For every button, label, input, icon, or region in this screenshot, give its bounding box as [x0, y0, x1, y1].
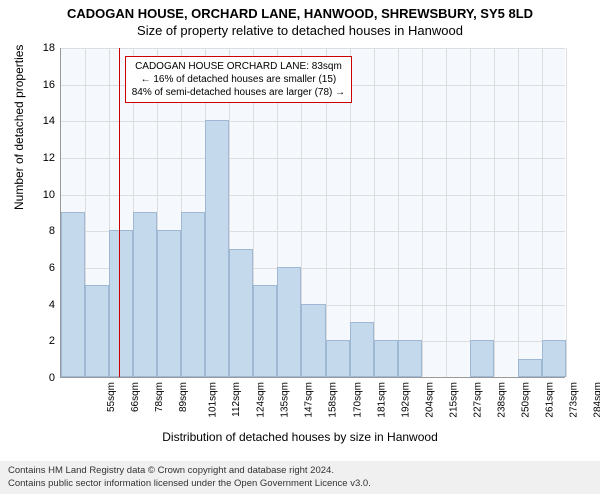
x-tick-label: 250sqm — [520, 382, 531, 418]
x-tick-label: 238sqm — [496, 382, 507, 418]
gridline-v — [446, 48, 447, 377]
x-tick-label: 170sqm — [352, 382, 363, 418]
histogram-bar — [518, 359, 542, 377]
histogram-bar — [61, 212, 85, 377]
histogram-bar — [398, 340, 422, 377]
x-tick-label: 147sqm — [304, 382, 315, 418]
gridline-v — [494, 48, 495, 377]
x-tick-label: 261sqm — [544, 382, 555, 418]
histogram-bar — [157, 230, 181, 377]
footer: Contains HM Land Registry data © Crown c… — [0, 461, 600, 494]
y-tick-label: 6 — [49, 262, 55, 274]
x-tick-label: 89sqm — [178, 382, 189, 412]
y-tick-label: 8 — [49, 225, 55, 237]
histogram-bar — [133, 212, 157, 377]
histogram-bar — [229, 249, 253, 377]
histogram-bar — [85, 285, 109, 377]
histogram-bar — [109, 230, 133, 377]
gridline-h — [61, 158, 565, 159]
gridline-v — [518, 48, 519, 377]
chart-container: CADOGAN HOUSE, ORCHARD LANE, HANWOOD, SH… — [0, 0, 600, 500]
gridline-h — [61, 195, 565, 196]
histogram-bar — [470, 340, 494, 377]
footer-line1: Contains HM Land Registry data © Crown c… — [8, 465, 592, 477]
x-tick-label: 55sqm — [106, 382, 117, 412]
gridline-v — [470, 48, 471, 377]
x-axis-label: Distribution of detached houses by size … — [0, 430, 600, 444]
gridline-h — [61, 48, 565, 49]
x-tick-label: 273sqm — [569, 382, 580, 418]
reference-line — [119, 48, 120, 377]
histogram-bar — [277, 267, 301, 377]
x-tick-label: 284sqm — [593, 382, 600, 418]
y-axis-label: Number of detached properties — [12, 45, 26, 210]
x-tick-label: 181sqm — [376, 382, 387, 418]
y-tick-label: 18 — [43, 42, 55, 54]
x-tick-label: 192sqm — [400, 382, 411, 418]
annotation-line3: 84% of semi-detached houses are larger (… — [132, 86, 345, 99]
x-tick-label: 124sqm — [256, 382, 267, 418]
x-tick-label: 215sqm — [448, 382, 459, 418]
histogram-bar — [374, 340, 398, 377]
histogram-bar — [181, 212, 205, 377]
y-tick-label: 14 — [43, 115, 55, 127]
page-title: CADOGAN HOUSE, ORCHARD LANE, HANWOOD, SH… — [0, 0, 600, 21]
annotation-callout: CADOGAN HOUSE ORCHARD LANE: 83sqm← 16% o… — [125, 56, 352, 103]
annotation-line2: ← 16% of detached houses are smaller (15… — [132, 73, 345, 86]
x-tick-label: 78sqm — [154, 382, 165, 412]
footer-line2: Contains public sector information licen… — [8, 478, 592, 490]
histogram-bar — [350, 322, 374, 377]
x-tick-label: 204sqm — [424, 382, 435, 418]
page-subtitle: Size of property relative to detached ho… — [0, 21, 600, 38]
y-tick-label: 2 — [49, 335, 55, 347]
x-tick-label: 112sqm — [231, 382, 242, 417]
histogram-bar — [205, 120, 229, 377]
x-tick-label: 101sqm — [208, 382, 219, 418]
gridline-v — [422, 48, 423, 377]
histogram-bar — [301, 304, 325, 377]
histogram-bar — [542, 340, 566, 377]
x-tick-label: 227sqm — [472, 382, 483, 418]
y-tick-label: 4 — [49, 299, 55, 311]
gridline-v — [374, 48, 375, 377]
annotation-line1: CADOGAN HOUSE ORCHARD LANE: 83sqm — [132, 60, 345, 73]
x-tick-label: 66sqm — [130, 382, 141, 412]
histogram-bar — [326, 340, 350, 377]
gridline-h — [61, 121, 565, 122]
histogram-bar — [253, 285, 277, 377]
plot-area: CADOGAN HOUSE ORCHARD LANE: 83sqm← 16% o… — [60, 48, 565, 378]
y-tick-label: 16 — [43, 79, 55, 91]
gridline-v — [398, 48, 399, 377]
x-tick-label: 135sqm — [280, 382, 291, 418]
gridline-v — [542, 48, 543, 377]
x-tick-label: 158sqm — [328, 382, 339, 418]
y-tick-label: 12 — [43, 152, 55, 164]
y-tick-label: 10 — [43, 189, 55, 201]
gridline-v — [566, 48, 567, 377]
y-tick-label: 0 — [49, 372, 55, 384]
